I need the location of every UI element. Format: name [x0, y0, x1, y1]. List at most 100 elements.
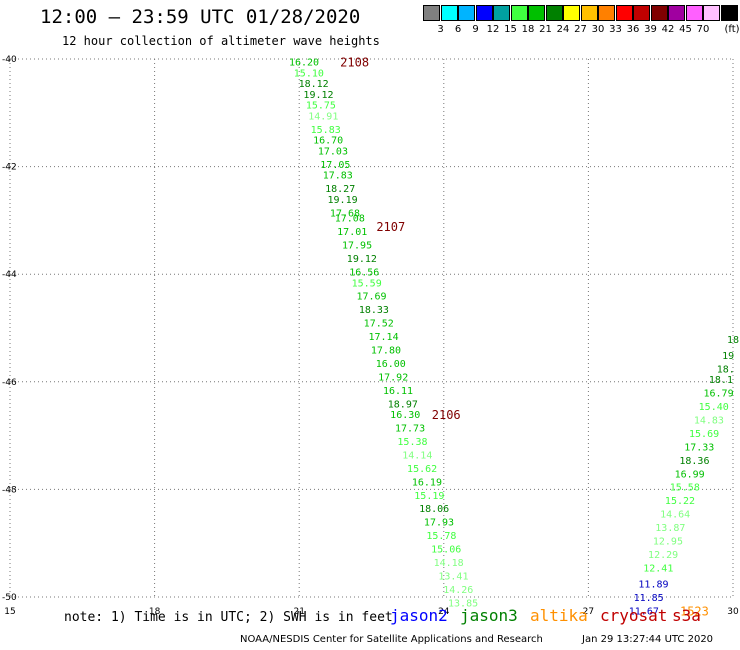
- swh-value: 17.92: [378, 372, 408, 383]
- swh-value: 11.67: [629, 606, 659, 617]
- swh-value: 19.12: [303, 90, 333, 101]
- swh-value: 15.06: [431, 545, 461, 556]
- y-tick-label: -50: [2, 593, 17, 603]
- legend-label: 24: [556, 24, 570, 35]
- swh-value: 16.99: [675, 469, 705, 480]
- swh-value: 15.38: [397, 437, 427, 448]
- swh-value: 15.83: [311, 125, 341, 136]
- swh-value: 17.08: [335, 214, 365, 225]
- legend-label: 70: [696, 24, 710, 35]
- swh-value: 17.01: [337, 227, 367, 238]
- swh-value: 18.97: [388, 399, 418, 410]
- note-text: note: 1) Time is in UTC; 2) SWH is in fe…: [64, 610, 393, 625]
- swh-value: 17.83: [323, 171, 353, 182]
- footer-timestamp: Jan 29 13:27:44 UTC 2020: [582, 634, 714, 645]
- swh-value: 14.26: [443, 585, 473, 596]
- swh-value: 18.06: [419, 504, 449, 515]
- footer-credit: NOAA/NESDIS Center for Satellite Applica…: [240, 634, 543, 645]
- y-tick-label: -48: [2, 485, 17, 495]
- y-tick-label: -44: [2, 270, 17, 280]
- swh-value: 17.93: [424, 518, 454, 529]
- legend-label: 33: [609, 24, 622, 35]
- x-tick-label: 21: [293, 607, 304, 617]
- legend-label: 45: [679, 24, 692, 35]
- legend-unit: (ft): [724, 24, 740, 35]
- legend-swatch: [493, 5, 510, 21]
- legend-label: 18: [521, 24, 535, 35]
- swh-value: 17.80: [371, 346, 401, 357]
- swh-value: 18.33: [359, 305, 389, 316]
- swh-value: 11.85: [634, 593, 664, 604]
- swh-value: 15.19: [414, 491, 444, 502]
- swh-value: 17.95: [342, 241, 372, 252]
- swh-value: 17.68: [330, 208, 360, 219]
- y-tick-label: -46: [2, 378, 17, 388]
- legend-swatch: [703, 5, 720, 21]
- legend-swatch: [510, 5, 528, 21]
- legend-label: 9: [472, 24, 479, 35]
- legend-label: 21: [539, 24, 552, 35]
- legend-swatch: [598, 5, 615, 21]
- swh-value: 13.87: [655, 523, 685, 534]
- x-tick-label: 24: [438, 607, 450, 617]
- swh-value: 18.1: [709, 375, 733, 386]
- swh-value: 15.69: [689, 429, 719, 440]
- legend-swatch: [685, 5, 703, 21]
- x-tick-label: 18: [149, 607, 161, 617]
- swh-value: 16.11: [383, 386, 413, 397]
- swh-value: 19.12: [347, 254, 377, 265]
- y-tick-label: -42: [2, 163, 17, 173]
- swh-value: 17.14: [368, 332, 398, 343]
- swh-value: 18: [727, 335, 739, 346]
- swh-value: 17.69: [356, 292, 386, 303]
- swh-value: 19: [722, 351, 734, 362]
- time-label: 2108: [340, 56, 369, 70]
- satellite-label-cryosat: cryosat: [600, 606, 668, 625]
- swh-value: 15.78: [426, 531, 456, 542]
- swh-value: 16.20: [289, 58, 319, 69]
- x-tick-label: 30: [727, 607, 739, 617]
- swh-value: 14.18: [434, 558, 464, 569]
- legend-swatch: [545, 5, 563, 21]
- legend-swatch: [615, 5, 633, 21]
- swh-value: 18.36: [679, 456, 709, 467]
- legend-label: 30: [591, 24, 605, 35]
- legend-swatch: [528, 5, 545, 21]
- swh-value: 14.83: [694, 415, 724, 426]
- swh-value: 13.85: [448, 598, 478, 609]
- satellite-label-jason2: jason2: [390, 606, 448, 625]
- swh-value: 16.70: [313, 136, 343, 147]
- swh-value: 17.73: [395, 424, 425, 435]
- swh-value: 17.33: [684, 442, 714, 453]
- swh-value: 16.56: [349, 268, 379, 279]
- swh-value: 14.64: [660, 510, 690, 521]
- time-label: 2107: [376, 220, 405, 234]
- swh-value: 16.19: [412, 477, 442, 488]
- legend-label: 42: [661, 24, 675, 35]
- swh-value: 17.05: [320, 160, 350, 171]
- page-title: 12:00 – 23:59 UTC 01/28/2020: [40, 6, 361, 28]
- legend-swatch: [475, 5, 493, 21]
- swh-value: 15.59: [352, 278, 382, 289]
- swh-value: 11.89: [638, 580, 668, 591]
- swh-value: 15.58: [670, 483, 700, 494]
- swh-value: 15.22: [665, 496, 695, 507]
- swh-value: 12.41: [643, 563, 673, 574]
- legend-label: 15: [504, 24, 517, 35]
- swh-value: 16.30: [390, 410, 420, 421]
- swh-value: 14.91: [308, 111, 338, 122]
- legend-swatch: [668, 5, 685, 21]
- legend-swatch: [650, 5, 668, 21]
- swh-value: 15.40: [699, 402, 729, 413]
- legend-label: 6: [454, 24, 462, 35]
- swh-value: 14.14: [402, 450, 432, 461]
- swh-value: 13.41: [438, 571, 468, 582]
- swh-value: 15.75: [306, 101, 336, 112]
- swh-value: 19.19: [328, 195, 358, 206]
- satellite-label-s3a: s3a: [672, 606, 701, 625]
- legend-swatch: [580, 5, 598, 21]
- swh-value: 18.27: [325, 184, 355, 195]
- swh-value: 16.79: [703, 389, 733, 400]
- legend-label: 12: [486, 24, 500, 35]
